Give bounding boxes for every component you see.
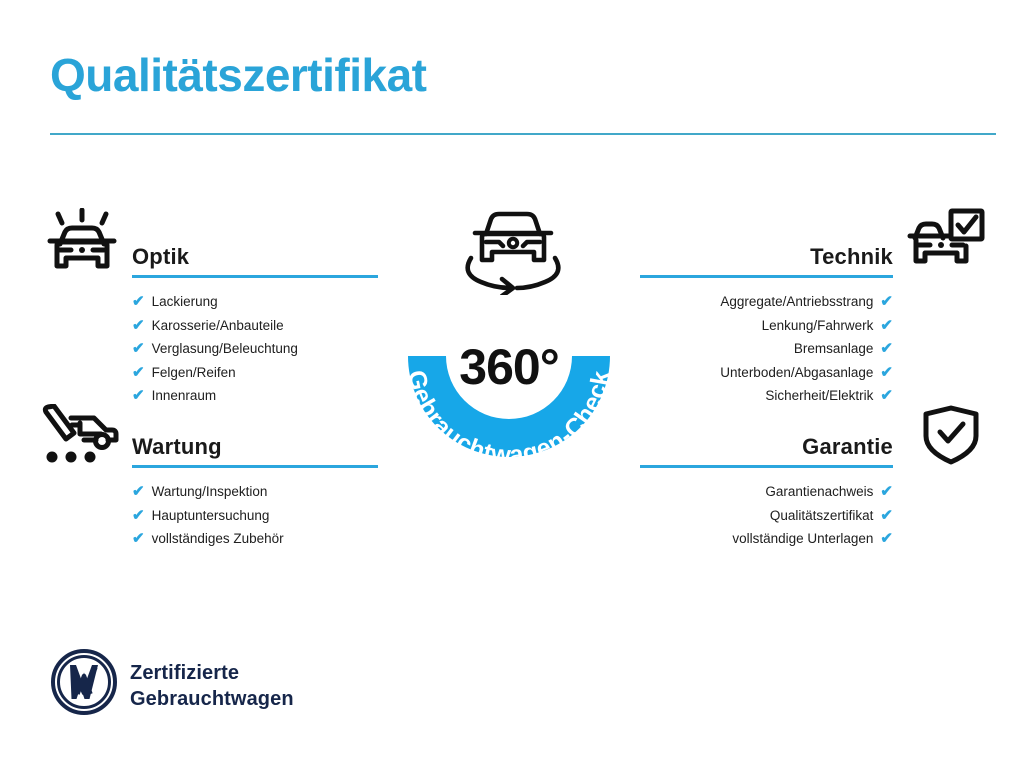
car-polish-icon <box>44 207 120 279</box>
section-header-technik: Technik <box>640 238 893 278</box>
header-divider <box>50 133 996 135</box>
list-item: Qualitätszertifikat ✔ <box>640 504 893 528</box>
check-icon: ✔ <box>880 316 893 334</box>
list-item-label: vollständiges Zubehör <box>151 531 284 546</box>
footer-line-1: Zertifizierte <box>130 662 240 684</box>
list-item-label: Verglasung/Beleuchtung <box>151 341 298 356</box>
section-title-optik: Optik <box>132 244 190 269</box>
section-title-wartung: Wartung <box>132 434 222 459</box>
list-item: ✔ Innenraum <box>132 384 378 408</box>
badge-360-check: Gebrauchtwagen-Check 360° <box>378 252 640 482</box>
list-item-label: Lackierung <box>151 294 218 309</box>
list-item-label: Aggregate/Antriebsstrang <box>720 294 874 309</box>
list-item: ✔ vollständiges Zubehör <box>132 527 378 551</box>
section-underline-garantie <box>640 465 893 468</box>
car-checkbox-icon <box>907 208 985 279</box>
footer-text: Zertifizierte Gebrauchtwagen <box>130 660 294 712</box>
list-item: vollständige Unterlagen ✔ <box>640 527 893 551</box>
section-header-garantie: Garantie <box>640 428 893 468</box>
badge-number: 360° <box>459 339 559 395</box>
shield-check-icon <box>919 404 983 471</box>
volkswagen-logo <box>50 648 118 721</box>
section-title-garantie: Garantie <box>802 434 893 459</box>
list-item: Bremsanlage ✔ <box>640 337 893 361</box>
list-item: Aggregate/Antriebsstrang ✔ <box>640 290 893 314</box>
check-icon: ✔ <box>132 506 145 524</box>
page-title: Qualitätszertifikat <box>50 49 427 101</box>
list-item-label: Innenraum <box>151 388 217 403</box>
checklist-wartung: ✔ Wartung/Inspektion ✔ Hauptuntersuchung ✔… <box>132 480 378 551</box>
check-icon: ✔ <box>132 387 145 405</box>
checklist-technik: Aggregate/Antriebsstrang ✔ Lenkung/Fahrwe… <box>640 290 893 408</box>
list-item: ✔ Karosserie/Anbauteile <box>132 314 378 338</box>
footer-line-2: Gebrauchtwagen <box>130 688 294 710</box>
section-title-technik: Technik <box>810 244 893 269</box>
section-wartung: Wartung ✔ Wartung/Inspektion ✔ Hauptunters… <box>42 403 378 551</box>
list-item-label: Qualitätszertifikat <box>769 507 874 523</box>
section-underline-technik <box>640 275 893 278</box>
check-icon: ✔ <box>132 316 145 334</box>
list-item-label: Garantienachweis <box>765 484 874 499</box>
car-rotate-360-icon <box>455 200 571 299</box>
list-item: ✔ Felgen/Reifen <box>132 361 378 385</box>
checklist-optik: ✔ Lackierung ✔ Karosserie/Anbauteile ✔ Verg… <box>132 290 378 408</box>
list-item: ✔ Wartung/Inspektion <box>132 480 378 504</box>
list-item-label: Sicherheit/Elektrik <box>765 388 874 403</box>
list-item: Garantienachweis ✔ <box>640 480 893 504</box>
checklist-garantie: Garantienachweis ✔ Qualitätszertifikat ✔ v… <box>640 480 893 551</box>
check-icon: ✔ <box>880 387 893 405</box>
list-item-label: Wartung/Inspektion <box>151 484 268 499</box>
list-item: ✔ Verglasung/Beleuchtung <box>132 337 378 361</box>
section-underline-wartung <box>132 465 378 468</box>
list-item: Sicherheit/Elektrik ✔ <box>640 384 893 408</box>
list-item: Unterboden/Abgasanlage ✔ <box>640 361 893 385</box>
section-technik: Technik Aggregate/Antriebsstrang ✔ Lenkun… <box>640 208 985 408</box>
list-item: ✔ Lackierung <box>132 290 378 314</box>
check-icon: ✔ <box>880 363 893 381</box>
check-icon: ✔ <box>132 340 145 358</box>
list-item-label: Karosserie/Anbauteile <box>151 317 284 333</box>
list-item-label: Hauptuntersuchung <box>151 507 270 523</box>
list-item-label: Lenkung/Fahrwerk <box>761 317 874 333</box>
section-header-optik: Optik <box>132 238 378 278</box>
list-item-label: vollständige Unterlagen <box>732 531 874 546</box>
check-icon: ✔ <box>132 483 145 501</box>
list-item-label: Bremsanlage <box>793 341 874 356</box>
list-item-label: Unterboden/Abgasanlage <box>720 364 874 380</box>
list-item: ✔ Hauptuntersuchung <box>132 504 378 528</box>
check-icon: ✔ <box>132 293 145 311</box>
section-optik: Optik ✔ Lackierung ✔ Karosserie/Anbauteile… <box>47 207 378 408</box>
check-icon: ✔ <box>880 483 893 501</box>
check-icon: ✔ <box>880 506 893 524</box>
check-icon: ✔ <box>132 530 145 548</box>
list-item-label: Felgen/Reifen <box>151 364 236 380</box>
section-header-wartung: Wartung <box>132 428 378 468</box>
section-garantie: Garantie Garantienachweis ✔ Qualitätszert… <box>640 405 979 551</box>
check-icon: ✔ <box>880 340 893 358</box>
car-service-pen-icon <box>40 403 120 471</box>
list-item: Lenkung/Fahrwerk ✔ <box>640 314 893 338</box>
check-icon: ✔ <box>880 530 893 548</box>
check-icon: ✔ <box>132 363 145 381</box>
check-icon: ✔ <box>880 293 893 311</box>
section-underline-optik <box>132 275 378 278</box>
